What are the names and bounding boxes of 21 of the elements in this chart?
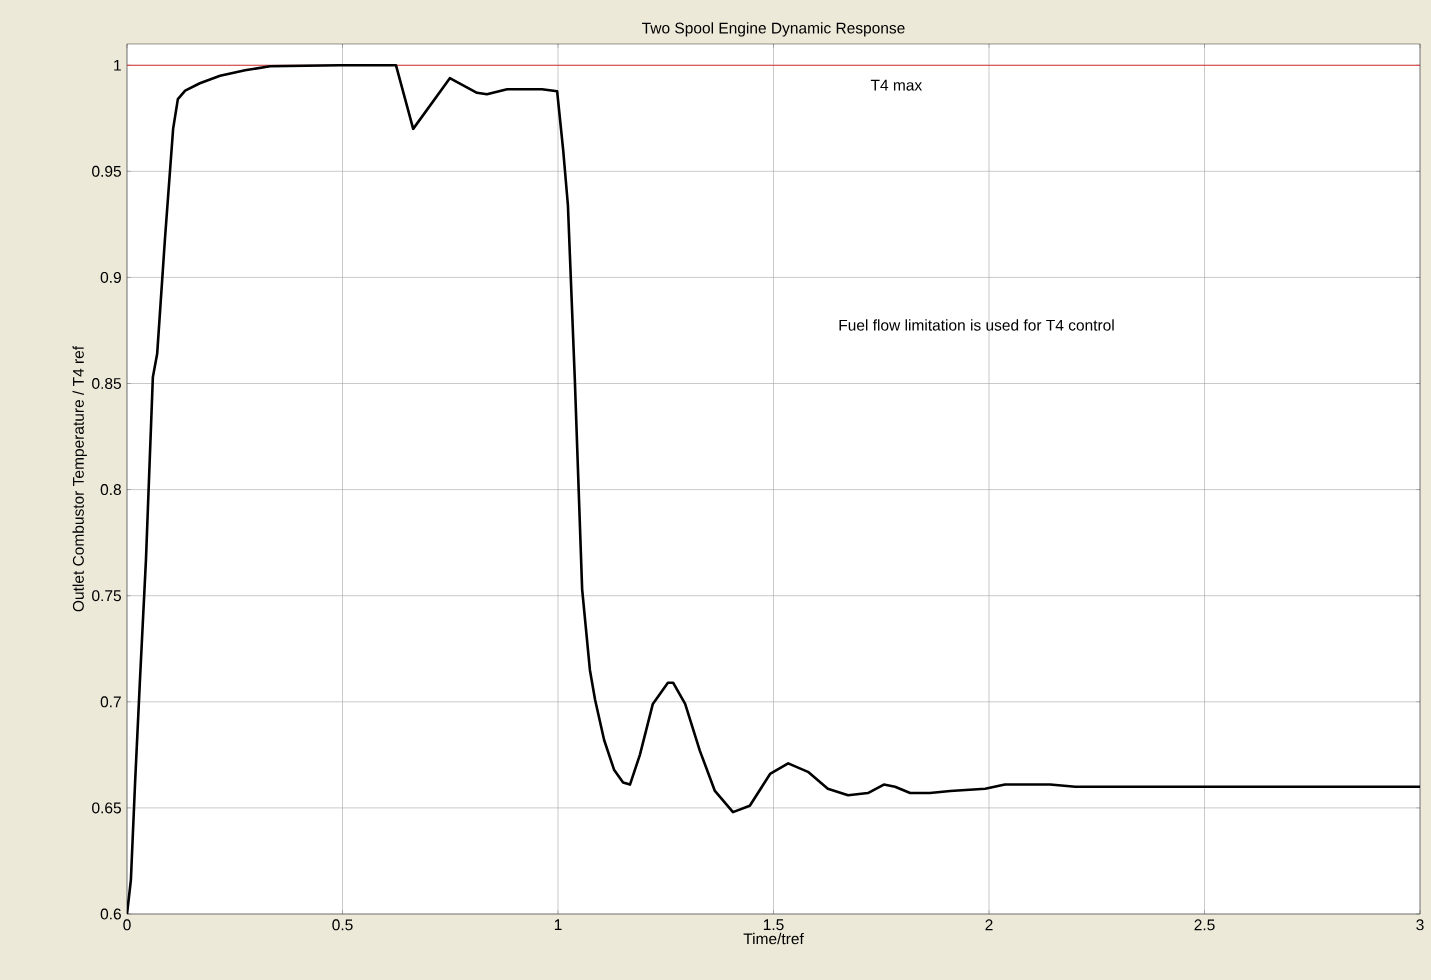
x-tick-label: 2 — [985, 919, 993, 931]
x-tick-label: 0.5 — [332, 919, 353, 931]
x-tick-label: 1.5 — [763, 919, 784, 931]
x-tick-label: 0 — [123, 919, 131, 931]
ref-line-label: T4 max — [870, 79, 922, 91]
x-tick-label: 2.5 — [1194, 919, 1215, 931]
y-tick-label: 0.9 — [100, 271, 121, 283]
chart-title: Two Spool Engine Dynamic Response — [642, 22, 905, 37]
y-tick-label: 0.6 — [100, 908, 121, 920]
y-tick-label: 0.85 — [92, 378, 121, 389]
y-tick-label: 1 — [114, 59, 121, 71]
y-tick-label: 0.8 — [100, 484, 121, 496]
annotation: Fuel flow limitation is used for T4 control — [839, 319, 1114, 331]
x-tick-label: 1 — [554, 919, 562, 931]
x-axis-title: Time/tref — [743, 932, 804, 945]
y-tick-label: 0.65 — [92, 802, 121, 814]
y-tick-label: 0.95 — [92, 165, 121, 177]
y-tick-label: 0.75 — [92, 590, 121, 602]
y-axis-title: Outlet Combustor Temperature / T4 ref — [72, 345, 87, 612]
x-tick-label: 3 — [1416, 919, 1424, 931]
y-tick-label: 0.7 — [100, 696, 121, 708]
